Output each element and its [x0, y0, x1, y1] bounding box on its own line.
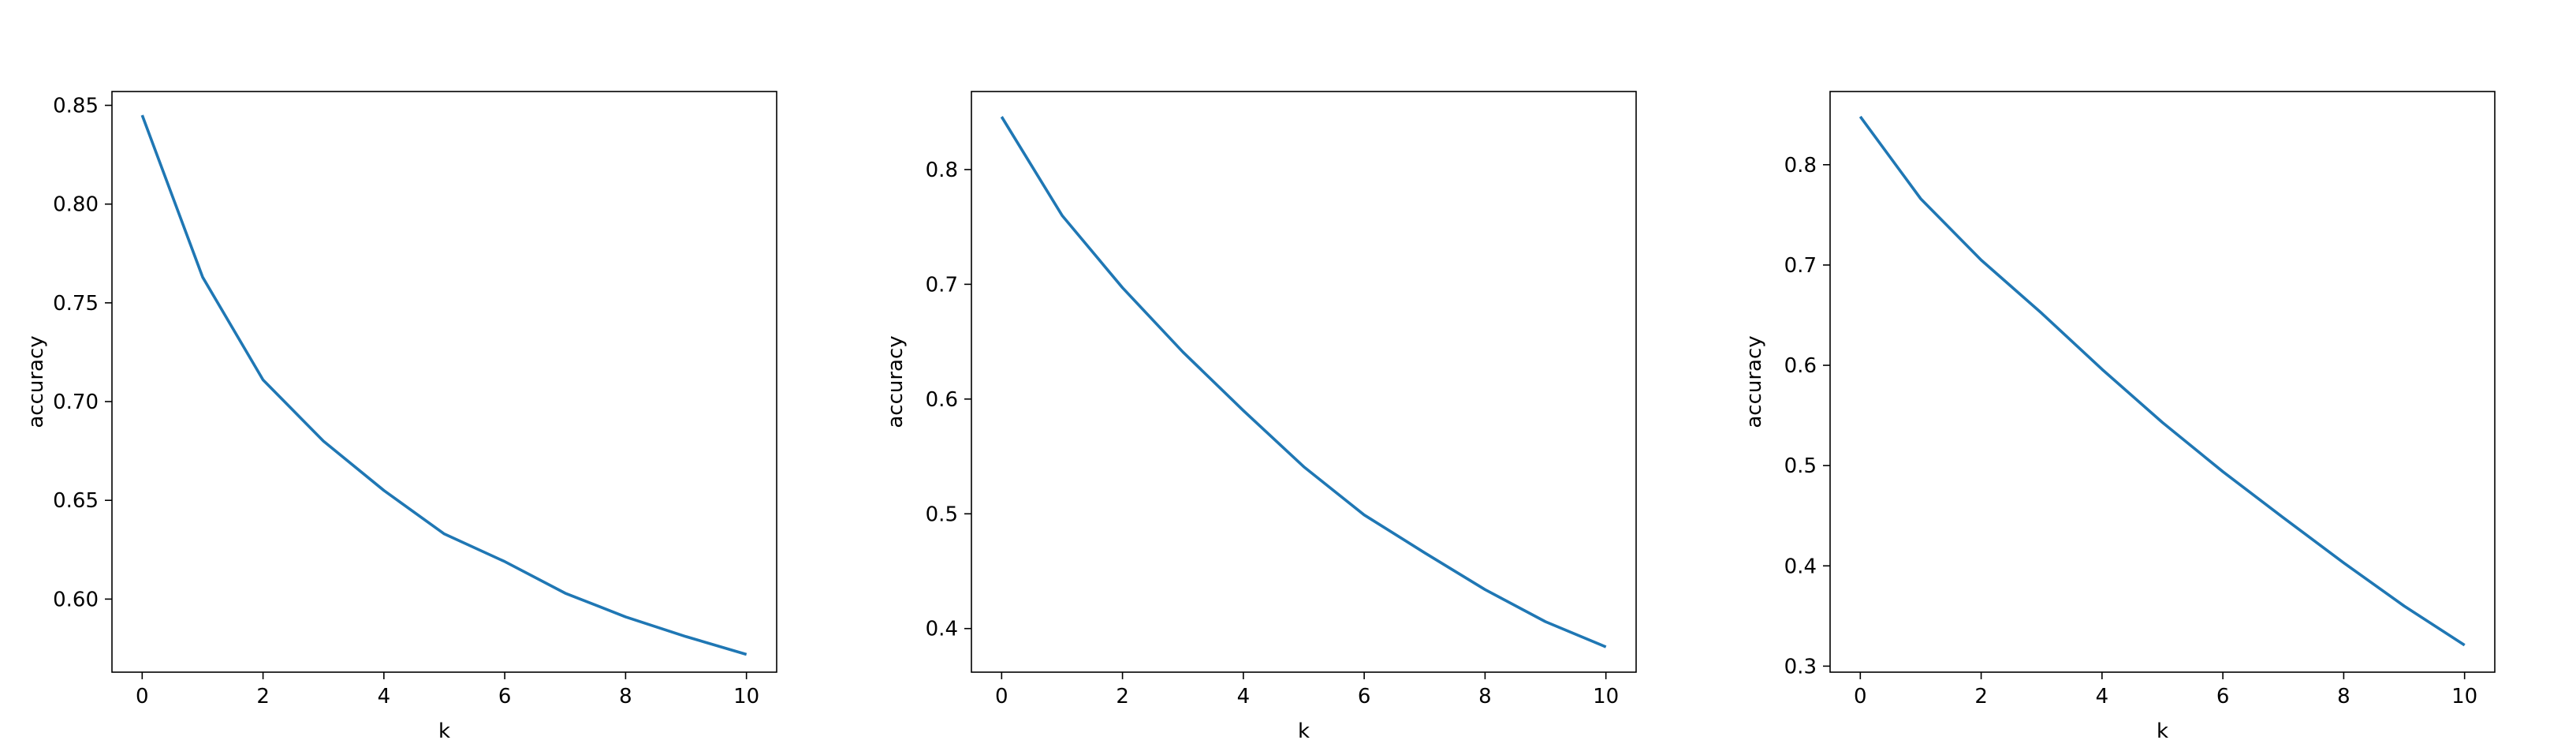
y-tick-label: 0.4 — [926, 618, 958, 641]
series-line — [1000, 116, 1607, 648]
x-tick-label: 6 — [1358, 685, 1371, 708]
x-tick-label: 6 — [498, 685, 512, 708]
x-axis-label: k — [1298, 719, 1310, 743]
series-line — [1858, 115, 2466, 647]
x-tick-label: 8 — [2337, 685, 2350, 708]
series-line — [140, 114, 747, 656]
axes-frame — [1829, 91, 2496, 673]
x-tick-label: 2 — [256, 685, 270, 708]
x-axis-label: k — [2157, 719, 2168, 743]
y-tick-label: 0.65 — [53, 489, 99, 513]
y-tick-label: 0.85 — [53, 95, 99, 118]
y-tick-label: 0.7 — [1784, 254, 1817, 278]
chart-panel-2: 0 2 4 6 8 10 0.4 0.5 0.6 0.7 0.8 k accuracy — [884, 91, 1637, 743]
x-tick-label: 10 — [733, 685, 759, 708]
y-tick-label: 0.70 — [53, 391, 99, 414]
y-tick-label: 0.75 — [53, 292, 99, 316]
axes-frame — [971, 91, 1637, 673]
x-tick-label: 0 — [136, 685, 149, 708]
y-tick-label: 0.4 — [1784, 555, 1817, 578]
y-tick-label: 0.60 — [53, 588, 99, 611]
chart-panel-1: 0 2 4 6 8 10 0.60 0.65 0.70 0.75 0.80 0.85 k accuracy — [24, 91, 777, 743]
x-tick-label: 6 — [2216, 685, 2230, 708]
x-tick-label: 4 — [378, 685, 391, 708]
y-axis-label: accuracy — [884, 335, 908, 428]
y-axis-label: accuracy — [24, 335, 48, 428]
axes-frame — [111, 91, 777, 673]
x-tick-label: 0 — [995, 685, 1008, 708]
x-axis-label: k — [438, 719, 450, 743]
y-tick-label: 0.6 — [926, 388, 958, 412]
x-tick-label: 0 — [1854, 685, 1867, 708]
y-tick-label: 0.5 — [926, 503, 958, 526]
x-tick-label: 2 — [1974, 685, 1988, 708]
x-tick-label: 8 — [619, 685, 632, 708]
x-tick-label: 2 — [1116, 685, 1129, 708]
y-tick-label: 0.5 — [1784, 454, 1817, 478]
y-tick-label: 0.6 — [1784, 354, 1817, 378]
x-tick-label: 10 — [1593, 685, 1619, 708]
x-tick-label: 8 — [1478, 685, 1492, 708]
y-tick-label: 0.80 — [53, 193, 99, 217]
x-tick-label: 4 — [2096, 685, 2109, 708]
y-tick-label: 0.8 — [926, 159, 958, 182]
y-tick-label: 0.8 — [1784, 154, 1817, 178]
y-axis-label: accuracy — [1743, 335, 1766, 428]
y-tick-label: 0.3 — [1784, 655, 1817, 678]
y-tick-label: 0.7 — [926, 273, 958, 297]
x-tick-label: 4 — [1237, 685, 1251, 708]
x-tick-label: 10 — [2451, 685, 2477, 708]
chart-panel-3: 0 2 4 6 8 10 0.3 0.4 0.5 0.6 0.7 0.8 k accuracy — [1743, 91, 2496, 743]
